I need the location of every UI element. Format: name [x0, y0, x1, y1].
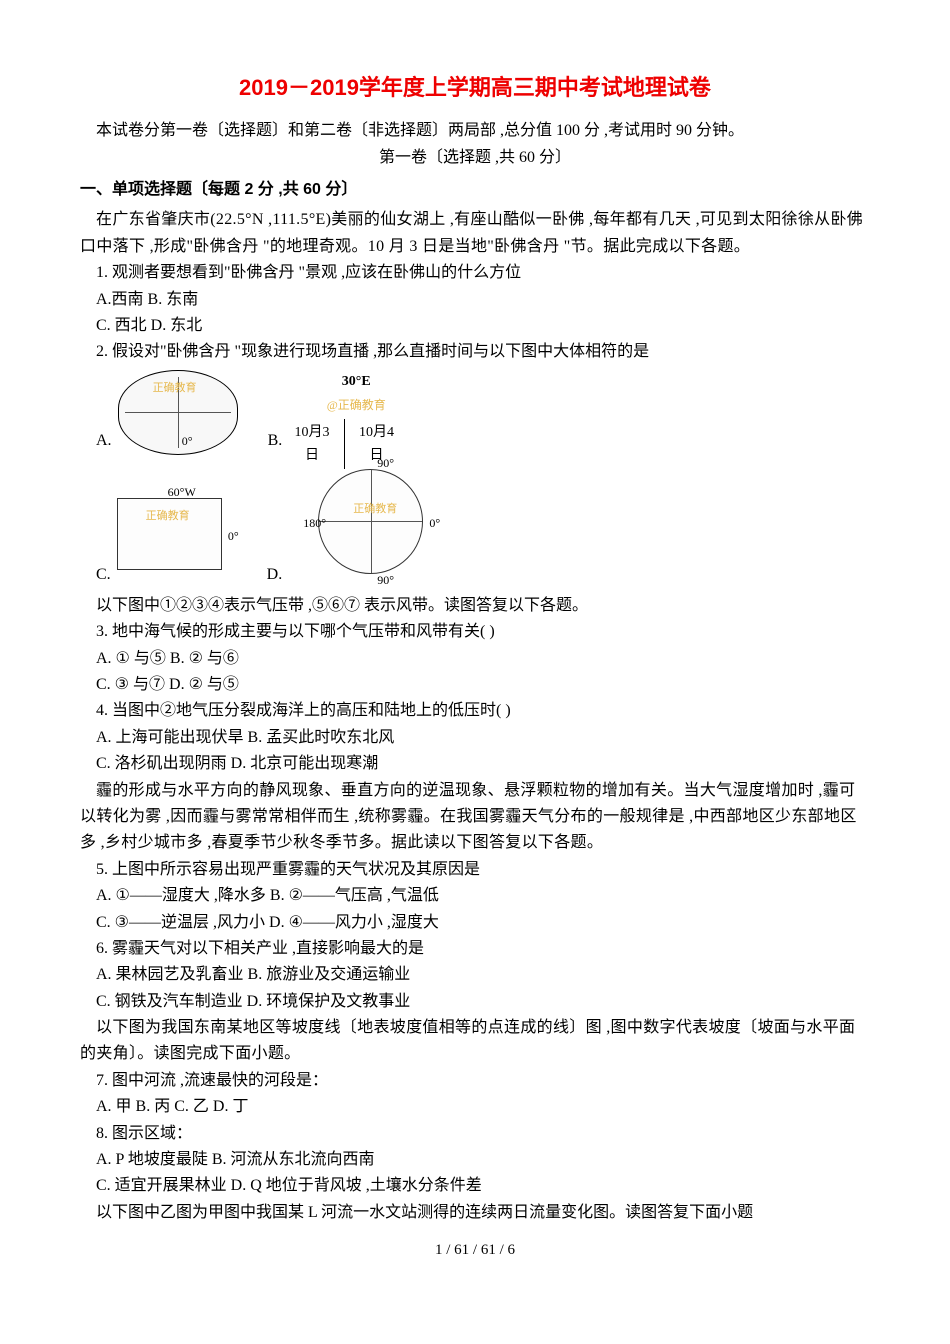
figure-a-zero-label: 0° — [166, 432, 193, 452]
question-5: 5. 上图中所示容易出现严重雾霾的天气状况及其原因是 — [80, 857, 870, 883]
q6-options-line2: C. 钢铁及汽车制造业 D. 环境保护及文教事业 — [80, 989, 870, 1015]
q2-option-d: D. 90° 180° 0° 90° 正确教育 — [251, 459, 444, 589]
q5-options-line2: C. ③——逆温层 ,风力小 D. ④——风力小 ,湿度大 — [80, 910, 870, 936]
question-8: 8. 图示区域： — [80, 1121, 870, 1147]
q8-options-line1: A. P 地坡度最陡 B. 河流从东北流向西南 — [80, 1147, 870, 1173]
q4-options-line1: A. 上海可能出现伏旱 B. 孟买此时吹东北风 — [80, 725, 870, 751]
exam-title: 2019－2019学年度上学期高三期中考试地理试卷 — [80, 70, 870, 106]
q2-option-b: B. 30°E @正确教育 10月3日 10月4日 — [252, 370, 409, 455]
q8-options-line2: C. 适宜开展果林业 D. Q 地位于背风坡 ,土壤水分条件差 — [80, 1173, 870, 1199]
question-6: 6. 雾霾天气对以下相关产业 ,直接影响最大的是 — [80, 936, 870, 962]
option-b-label: B. — [252, 428, 283, 454]
figure-d-right-label: 0° — [413, 514, 440, 534]
figure-d-top-label: 90° — [361, 454, 394, 474]
q2-option-a: A. 正确教育 0° — [80, 370, 238, 455]
figure-d-circle: 90° 180° 0° 90° 正确教育 — [318, 469, 423, 574]
q7-options: A. 甲 B. 丙 C. 乙 D. 丁 — [80, 1094, 870, 1120]
passage-4: 以下图为我国东南某地区等坡度线〔地表坡度值相等的点连成的线〕图 ,图中数字代表坡… — [80, 1015, 870, 1068]
q3-options-line2: C. ③ 与⑦ D. ② 与⑤ — [80, 672, 870, 698]
question-1: 1. 观测者要想看到"卧佛含丹 "景观 ,应该在卧佛山的什么方位 — [80, 260, 870, 286]
figure-c-box: 60°W 0° 正确教育 — [117, 498, 222, 570]
q1-options-line2: C. 西北 D. 东北 — [80, 313, 870, 339]
option-c-label: C. — [80, 562, 111, 588]
figure-option-a: 正确教育 0° — [118, 370, 238, 455]
section-bold: 每题 2 分 , — [208, 181, 283, 198]
figure-option-d: 90° 180° 0° 90° 正确教育 — [288, 459, 443, 589]
q1-options-line1: A.西南 B. 东南 — [80, 287, 870, 313]
figure-c-top-label: 60°W — [152, 483, 196, 503]
q5-options-line1: A. ①——湿度大 ,降水多 B. ②——气压高 ,气温低 — [80, 883, 870, 909]
q3-options-line1: A. ① 与⑤ B. ② 与⑥ — [80, 646, 870, 672]
question-2: 2. 假设对"卧佛含丹 "现象进行现场直播 ,那么直播时间与以下图中大体相符的是 — [80, 339, 870, 365]
option-d-label: D. — [251, 562, 283, 588]
figure-d-grid-icon — [319, 470, 422, 573]
question-4: 4. 当图中②地气压分裂成海洋上的高压和陆地上的低压时( ) — [80, 698, 870, 724]
figure-option-c: 60°W 0° 正确教育 — [117, 484, 237, 589]
page-footer: 1 / 61 / 61 / 6 — [80, 1238, 870, 1263]
question-7: 7. 图中河流 ,流速最快的河段是： — [80, 1068, 870, 1094]
passage-1: 在广东省肇庆市(22.5°N ,111.5°E)美丽的仙女湖上 ,有座山酷似一卧… — [80, 207, 870, 260]
figure-b-watermark: @正确教育 — [288, 396, 408, 416]
figure-option-b: 30°E @正确教育 10月3日 10月4日 — [288, 370, 408, 455]
figure-c-right-label: 0° — [212, 527, 239, 547]
section-1-header: 一、单项选择题〔每题 2 分 ,共 60 分〕 — [80, 177, 870, 203]
figure-a-watermark: 正确教育 — [137, 379, 197, 397]
option-a-label: A. — [80, 428, 112, 454]
figure-b-30e-label: 30°E — [288, 370, 408, 393]
q2-options-row-2: C. 60°W 0° 正确教育 D. 90° 180° 0° 90° 正确教育 — [80, 459, 870, 589]
exam-subtitle: 第一卷〔选择题 ,共 60 分〕 — [80, 145, 870, 171]
passage-2: 以下图中①②③④表示气压带 ,⑤⑥⑦ 表示风带。读图答复以下各题。 — [80, 593, 870, 619]
q4-options-line2: C. 洛杉矶出现阴雨 D. 北京可能出现寒潮 — [80, 751, 870, 777]
figure-d-left-label: 180° — [287, 514, 326, 534]
exam-intro: 本试卷分第一卷〔选择题〕和第二卷〔非选择题〕两局部 ,总分值 100 分 ,考试… — [80, 118, 870, 144]
figure-d-watermark: 正确教育 — [337, 500, 397, 518]
passage-3: 霾的形成与水平方向的静风现象、垂直方向的逆温现象、悬浮颗粒物的增加有关。当大气湿… — [80, 778, 870, 857]
figure-c-watermark: 正确教育 — [130, 507, 190, 525]
q2-options-row-1: A. 正确教育 0° B. 30°E @正确教育 10月3日 10月4日 — [80, 370, 870, 455]
q2-option-c: C. 60°W 0° 正确教育 — [80, 484, 237, 589]
section-prefix: 一、单项选择题〔 — [80, 181, 208, 198]
passage-5: 以下图中乙图为甲图中我国某 L 河流一水文站测得的连续两日流量变化图。读图答复下… — [80, 1200, 870, 1226]
question-3: 3. 地中海气候的形成主要与以下哪个气压带和风带有关( ) — [80, 619, 870, 645]
section-suffix: 共 60 分〕 — [283, 181, 358, 198]
q6-options-line1: A. 果林园艺及乳畜业 B. 旅游业及交通运输业 — [80, 962, 870, 988]
figure-d-bottom-label: 90° — [361, 571, 394, 591]
